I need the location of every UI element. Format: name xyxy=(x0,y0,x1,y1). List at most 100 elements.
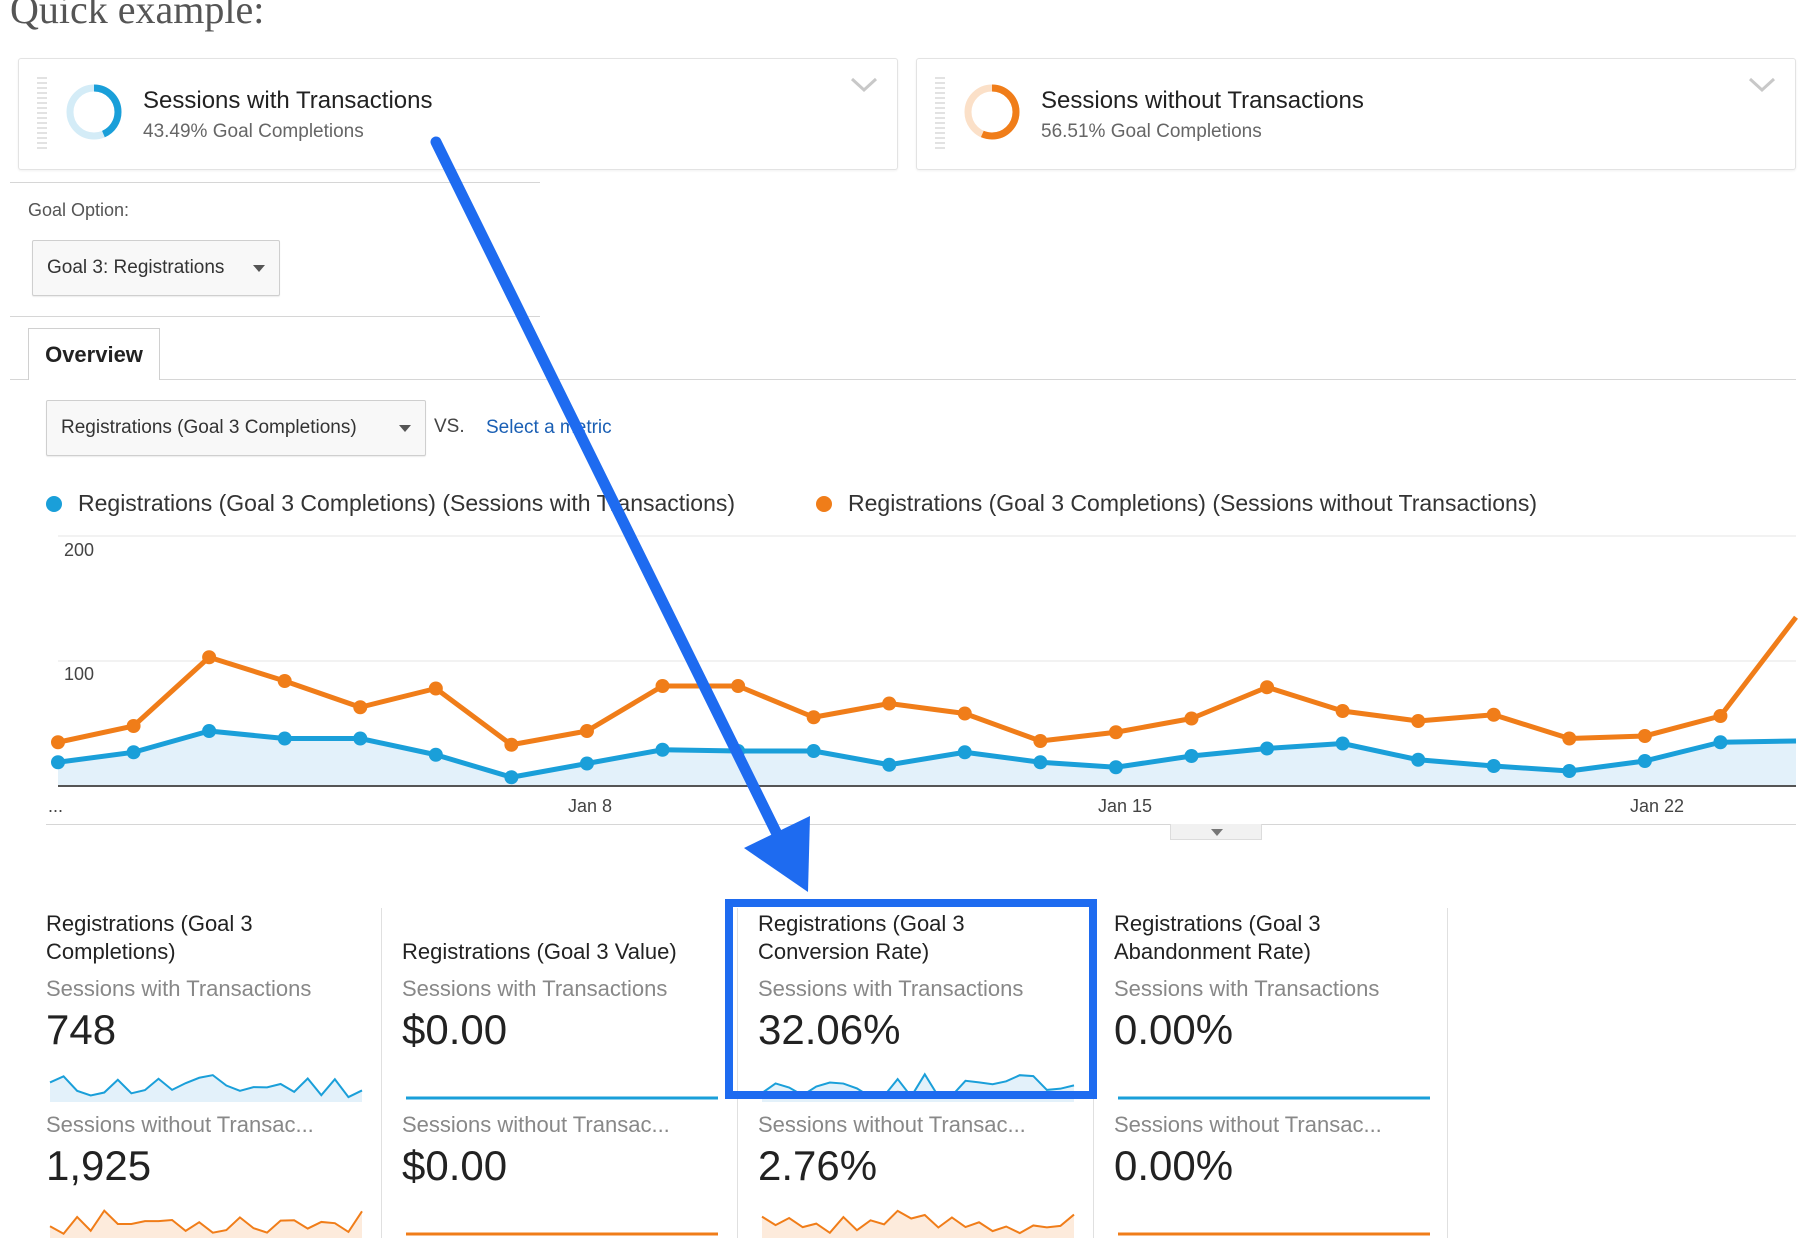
chevron-down-icon[interactable] xyxy=(1747,75,1777,95)
divider xyxy=(46,824,1796,825)
data-point xyxy=(353,700,368,715)
tile-segment-label: Sessions with Transactions xyxy=(402,976,668,1001)
tile-divider xyxy=(1447,908,1448,1238)
tile-value: 748 xyxy=(46,1006,117,1053)
legend-label: Registrations (Goal 3 Completions) (Sess… xyxy=(848,490,1538,516)
drag-handle-icon[interactable] xyxy=(935,77,945,151)
data-point xyxy=(957,706,972,721)
data-point xyxy=(1411,714,1426,728)
data-point xyxy=(1033,734,1048,748)
data-point xyxy=(1033,755,1048,770)
data-point xyxy=(202,650,217,665)
data-point xyxy=(1637,754,1652,768)
data-point xyxy=(126,745,141,760)
series-line xyxy=(57,615,1798,748)
data-point xyxy=(1335,704,1350,718)
data-point xyxy=(1108,760,1123,775)
data-point xyxy=(1562,764,1577,778)
data-point xyxy=(1260,680,1275,695)
tile-value: 0.00% xyxy=(1114,1142,1234,1189)
data-point xyxy=(126,719,141,733)
segment-subtitle: 43.49% Goal Completions xyxy=(143,121,364,142)
tab-overview[interactable]: Overview xyxy=(28,328,160,380)
metric-dropdown[interactable]: Registrations (Goal 3 Completions) xyxy=(46,400,426,456)
goal-option-dropdown[interactable]: Goal 3: Registrations xyxy=(32,240,280,296)
tile-value: 2.76% xyxy=(758,1142,878,1189)
caret-down-icon xyxy=(399,425,411,432)
sparkline-area xyxy=(50,1075,362,1102)
data-point xyxy=(1411,752,1426,767)
segment-subtitle: 56.51% Goal Completions xyxy=(1041,121,1262,142)
data-point xyxy=(882,757,897,772)
donut-icon xyxy=(964,84,1020,140)
caret-down-icon xyxy=(1211,829,1223,836)
data-point xyxy=(1486,707,1501,722)
data-point xyxy=(1260,741,1275,756)
chevron-down-icon[interactable] xyxy=(849,75,879,95)
tile-segment-label: Sessions with Transactions xyxy=(46,976,312,1001)
data-point xyxy=(1562,731,1577,746)
data-point xyxy=(1713,709,1728,723)
data-point xyxy=(1713,735,1728,750)
tile-title[interactable]: Registrations (Goal 3 Abandonment Rate) xyxy=(1114,911,1321,964)
data-point xyxy=(1184,711,1199,726)
data-point xyxy=(806,710,821,725)
tile-segment-label: Sessions without Transac... xyxy=(402,1112,670,1137)
tile-value: $0.00 xyxy=(402,1006,508,1053)
tile-divider xyxy=(381,908,382,1238)
legend-item-without-transactions[interactable]: Registrations (Goal 3 Completions) (Sess… xyxy=(816,490,1537,517)
data-point xyxy=(1108,725,1123,740)
segment-title: Sessions with Transactions xyxy=(143,87,433,114)
series-line xyxy=(57,728,1797,780)
segment-card-with-transactions[interactable]: Sessions with Transactions 43.49% Goal C… xyxy=(18,58,898,170)
drag-handle-icon[interactable] xyxy=(37,77,47,151)
sparkline-area xyxy=(762,1210,1074,1238)
tile-value: 0.00% xyxy=(1114,1006,1234,1053)
legend-dot-icon xyxy=(816,495,832,512)
goal-option-label: Goal Option: xyxy=(28,200,130,220)
data-point xyxy=(202,724,217,738)
data-point xyxy=(806,744,821,758)
sparkline-area xyxy=(762,1074,1074,1102)
tab-baseline xyxy=(10,379,1796,380)
sparkline-area xyxy=(50,1210,362,1238)
x-tick-label: ... xyxy=(48,796,64,816)
legend-dot-icon xyxy=(46,495,62,512)
data-point xyxy=(1637,729,1652,743)
data-point xyxy=(51,755,65,770)
goal-option-selected: Goal 3: Registrations xyxy=(47,257,225,278)
tile-value: 1,925 xyxy=(46,1142,152,1189)
sparkline xyxy=(761,1209,1075,1235)
divider xyxy=(10,182,540,183)
data-point xyxy=(1335,736,1350,751)
y-tick-label: 200 xyxy=(64,540,95,560)
tile-title[interactable]: Registrations (Goal 3 Completions) xyxy=(46,911,253,964)
caret-down-icon xyxy=(253,265,265,272)
tile-segment-label: Sessions without Transac... xyxy=(1114,1112,1382,1137)
data-point xyxy=(277,731,292,746)
data-point xyxy=(882,696,897,711)
data-point xyxy=(51,735,65,750)
tile-segment-label: Sessions with Transactions xyxy=(1114,976,1380,1001)
sparkline xyxy=(49,1209,363,1235)
divider xyxy=(10,316,540,317)
tile-segment-label: Sessions without Transac... xyxy=(46,1112,314,1137)
segment-title: Sessions without Transactions xyxy=(1041,87,1364,114)
data-point xyxy=(353,731,368,746)
tile-title[interactable]: Registrations (Goal 3 Value) xyxy=(402,939,677,964)
tile-segment-label: Sessions without Transac... xyxy=(758,1112,1026,1137)
metric-selected: Registrations (Goal 3 Completions) xyxy=(61,417,357,438)
page-heading: Quick example: xyxy=(10,0,265,32)
sparkline xyxy=(49,1074,363,1099)
y-tick-label: 100 xyxy=(64,664,95,684)
data-point xyxy=(1486,759,1501,773)
x-tick-label: Jan 15 xyxy=(1098,796,1153,816)
segment-card-without-transactions[interactable]: Sessions without Transactions 56.51% Goa… xyxy=(916,58,1796,170)
data-point xyxy=(957,745,972,760)
data-point xyxy=(277,674,292,688)
donut-icon xyxy=(66,84,122,140)
collapse-chart-handle[interactable] xyxy=(1170,824,1262,840)
tile-value: $0.00 xyxy=(402,1142,508,1189)
x-tick-label: Jan 22 xyxy=(1630,796,1685,816)
